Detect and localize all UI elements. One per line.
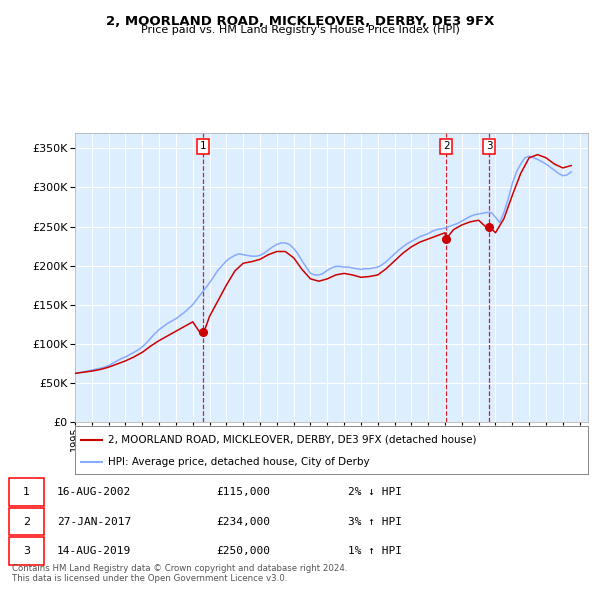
Text: Contains HM Land Registry data © Crown copyright and database right 2024.
This d: Contains HM Land Registry data © Crown c… <box>12 563 347 583</box>
Text: £250,000: £250,000 <box>216 546 270 556</box>
Text: £115,000: £115,000 <box>216 487 270 497</box>
Text: 1: 1 <box>200 142 206 152</box>
Text: 3: 3 <box>486 142 493 152</box>
Text: 1% ↑ HPI: 1% ↑ HPI <box>348 546 402 556</box>
Text: 16-AUG-2002: 16-AUG-2002 <box>57 487 131 497</box>
Text: 2, MOORLAND ROAD, MICKLEOVER, DERBY, DE3 9FX (detached house): 2, MOORLAND ROAD, MICKLEOVER, DERBY, DE3… <box>109 434 477 444</box>
Text: 1: 1 <box>23 487 30 497</box>
Text: 3: 3 <box>23 546 30 556</box>
Text: 14-AUG-2019: 14-AUG-2019 <box>57 546 131 556</box>
Text: 2: 2 <box>443 142 449 152</box>
Text: 2, MOORLAND ROAD, MICKLEOVER, DERBY, DE3 9FX: 2, MOORLAND ROAD, MICKLEOVER, DERBY, DE3… <box>106 15 494 28</box>
Text: 2% ↓ HPI: 2% ↓ HPI <box>348 487 402 497</box>
Text: Price paid vs. HM Land Registry's House Price Index (HPI): Price paid vs. HM Land Registry's House … <box>140 25 460 35</box>
Text: 3% ↑ HPI: 3% ↑ HPI <box>348 517 402 526</box>
Text: HPI: Average price, detached house, City of Derby: HPI: Average price, detached house, City… <box>109 457 370 467</box>
Text: 2: 2 <box>23 517 30 526</box>
Text: £234,000: £234,000 <box>216 517 270 526</box>
Text: 27-JAN-2017: 27-JAN-2017 <box>57 517 131 526</box>
